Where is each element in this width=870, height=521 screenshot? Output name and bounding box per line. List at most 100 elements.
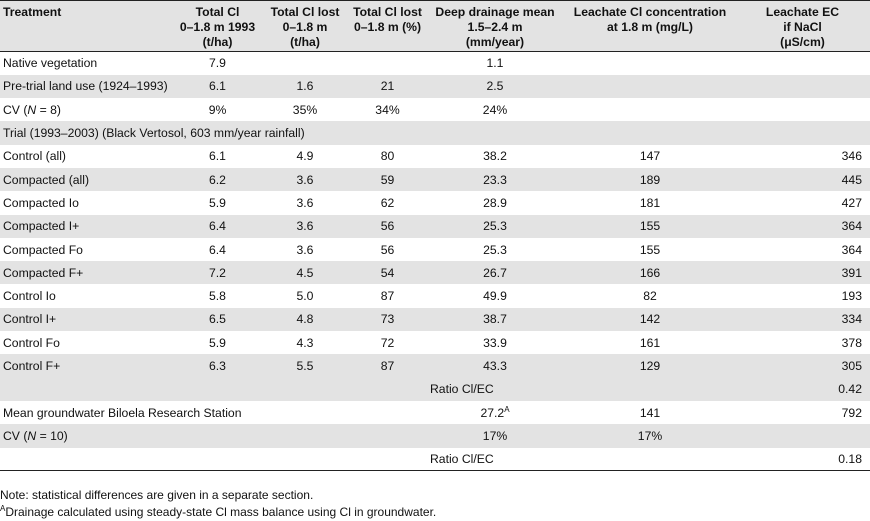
- table-row: CV (N = 8) 9% 35% 34% 24%: [0, 98, 870, 121]
- trial-heading: Trial (1993–2003) (Black Vertosol, 603 m…: [0, 121, 870, 145]
- cell-leachate-ec: 391: [740, 261, 870, 285]
- cell-total-cl: 6.2: [170, 167, 265, 192]
- cell-leachate-ec: 792: [841, 405, 862, 420]
- cell-drainage: 28.9: [483, 195, 507, 210]
- cell-total-cl: 6.1: [209, 149, 226, 164]
- cell-lost-pct: 72: [380, 335, 395, 350]
- cell-leachate-cl: 189: [560, 167, 740, 192]
- cell-lost-pct: 21: [345, 74, 430, 99]
- cell-total-cl: 6.3: [170, 354, 265, 378]
- cell-lost-tha: 4.5: [265, 261, 345, 285]
- header-row: Treatment Total Cl 0–1.8 m 1993 (t/ha) Tot…: [0, 0, 870, 52]
- cell-drainage: 43.3: [430, 354, 560, 378]
- cell-lost-pct: 87: [345, 354, 430, 378]
- header-cl-lost-tha: Total Cl lost 0–1.8 m (t/ha): [265, 0, 345, 52]
- header-total-cl: Total Cl 0–1.8 m 1993 (t/ha): [170, 0, 265, 52]
- header-leachate-cl: Leachate Cl concentration at 1.8 m (mg/L): [560, 0, 740, 52]
- ratio-value: 0.18: [740, 447, 870, 472]
- row-label: Compacted (all): [0, 167, 170, 192]
- cell-leachate-cl: 161: [639, 335, 661, 350]
- cell-total-cl: 5.8: [209, 289, 226, 304]
- table-row: Control (all) 6.1 4.9 80 38.2 147 346: [0, 145, 870, 168]
- cell-lost-pct: 56: [380, 242, 395, 257]
- row-label: Control (all): [3, 149, 66, 164]
- row-label: Compacted I+: [0, 214, 170, 238]
- table-row: Control Io 5.8 5.0 87 49.9 82 193: [0, 284, 870, 307]
- row-label: Control I+: [0, 307, 170, 332]
- cell-leachate-cl: 181: [639, 195, 661, 210]
- row-label: CV (N = 8): [3, 102, 61, 117]
- header-treatment: Treatment: [0, 0, 170, 52]
- row-label: Mean groundwater Biloela Research Statio…: [3, 405, 242, 420]
- row-label: Control F+: [0, 354, 170, 378]
- table-row: Native vegetation 7.9 1.1: [0, 52, 870, 75]
- row-label: Control Fo: [3, 335, 60, 350]
- cell-lost-tha: 5.0: [296, 289, 314, 304]
- cell-lost-pct: 56: [345, 214, 430, 238]
- cell-leachate-cl: 141: [639, 405, 661, 420]
- cell-total-cl: 5.9: [209, 195, 226, 210]
- row-label: Compacted Io: [3, 195, 79, 210]
- cell-lost-tha: 35%: [292, 102, 318, 117]
- cell-drainage: 38.2: [483, 149, 507, 164]
- cell-leachate-ec: 193: [841, 289, 862, 304]
- cell-lost-pct: 87: [380, 289, 395, 304]
- cell-total-cl: 6.4: [209, 242, 226, 257]
- cell-leachate-ec: 427: [841, 195, 862, 210]
- cell-drainage: 25.3: [483, 242, 507, 257]
- ratio-label: Ratio Cl/EC: [430, 447, 560, 472]
- cell-total-cl: 9%: [208, 102, 227, 117]
- cell-total-cl: 7.9: [209, 56, 226, 71]
- cell-lost-tha: 3.6: [265, 167, 345, 192]
- cell-lost-pct: 34%: [375, 102, 400, 117]
- cell-drainage: 26.7: [430, 261, 560, 285]
- cell-drainage: 27.2A: [480, 404, 510, 420]
- cell-drainage: 23.3: [430, 167, 560, 192]
- cell-lost-tha: 1.6: [265, 74, 345, 99]
- cell-leachate-cl: 17%: [560, 424, 740, 448]
- cell-leachate-cl: 147: [639, 149, 661, 164]
- row-label: Compacted Fo: [3, 242, 83, 257]
- table-row: Compacted (all) 6.2 3.6 59 23.3 189 445: [0, 167, 870, 192]
- table-notes: Note: statistical differences are given …: [0, 487, 436, 521]
- ratio-label: Ratio Cl/EC: [430, 377, 560, 401]
- cell-lost-pct: 73: [345, 307, 430, 332]
- row-label: CV (N = 10): [0, 424, 170, 448]
- cell-lost-pct: 80: [380, 149, 395, 164]
- table-row: Control Fo 5.9 4.3 72 33.9 161 378: [0, 331, 870, 354]
- note-drainage: ADrainage calculated using steady-state …: [0, 504, 437, 520]
- cell-leachate-ec: 364: [841, 242, 862, 257]
- table-row: CV (N = 10) 17% 17%: [0, 424, 870, 448]
- table-row: Compacted I+ 6.4 3.6 56 25.3 155 364: [0, 214, 870, 238]
- data-table: Treatment Total Cl 0–1.8 m 1993 (t/ha) Tot…: [0, 0, 870, 472]
- cell-drainage: 49.9: [483, 289, 507, 304]
- table-row: Ratio Cl/EC 0.42: [0, 377, 870, 401]
- header-leachate-ec: Leachate EC if NaCl (μS/cm): [740, 0, 870, 52]
- cell-leachate-cl: 129: [560, 354, 740, 378]
- table-row: Ratio Cl/EC 0.18: [0, 447, 870, 472]
- note-statistics: Note: statistical differences are given …: [0, 488, 314, 502]
- cell-drainage: 1.1: [486, 56, 504, 71]
- cell-lost-tha: 5.5: [265, 354, 345, 378]
- table-row: Mean groundwater Biloela Research Statio…: [0, 401, 870, 424]
- header-drainage: Deep drainage mean 1.5–2.4 m (mm/year): [430, 0, 560, 52]
- cell-lost-pct: 59: [345, 167, 430, 192]
- cell-drainage: 24%: [482, 102, 508, 117]
- table-row: Control I+ 6.5 4.8 73 38.7 142 334: [0, 307, 870, 332]
- row-label: Native vegetation: [3, 56, 98, 71]
- cell-leachate-cl: 155: [639, 242, 661, 257]
- cell-total-cl: 6.1: [170, 74, 265, 99]
- cell-lost-tha: 3.6: [265, 214, 345, 238]
- table-row: Control F+ 6.3 5.5 87 43.3 129 305: [0, 354, 870, 378]
- cell-leachate-ec: 346: [841, 149, 862, 164]
- cell-lost-tha: 4.8: [265, 307, 345, 332]
- cell-lost-tha: 3.6: [296, 242, 314, 257]
- cell-total-cl: 7.2: [170, 261, 265, 285]
- ratio-value: 0.42: [740, 377, 870, 401]
- cell-drainage: 2.5: [430, 74, 560, 99]
- cell-lost-pct: 54: [345, 261, 430, 285]
- table-row: Pre-trial land use (1924–1993) 6.1 1.6 2…: [0, 74, 870, 99]
- cell-leachate-ec: 445: [740, 167, 870, 192]
- table-row: Trial (1993–2003) (Black Vertosol, 603 m…: [0, 121, 870, 145]
